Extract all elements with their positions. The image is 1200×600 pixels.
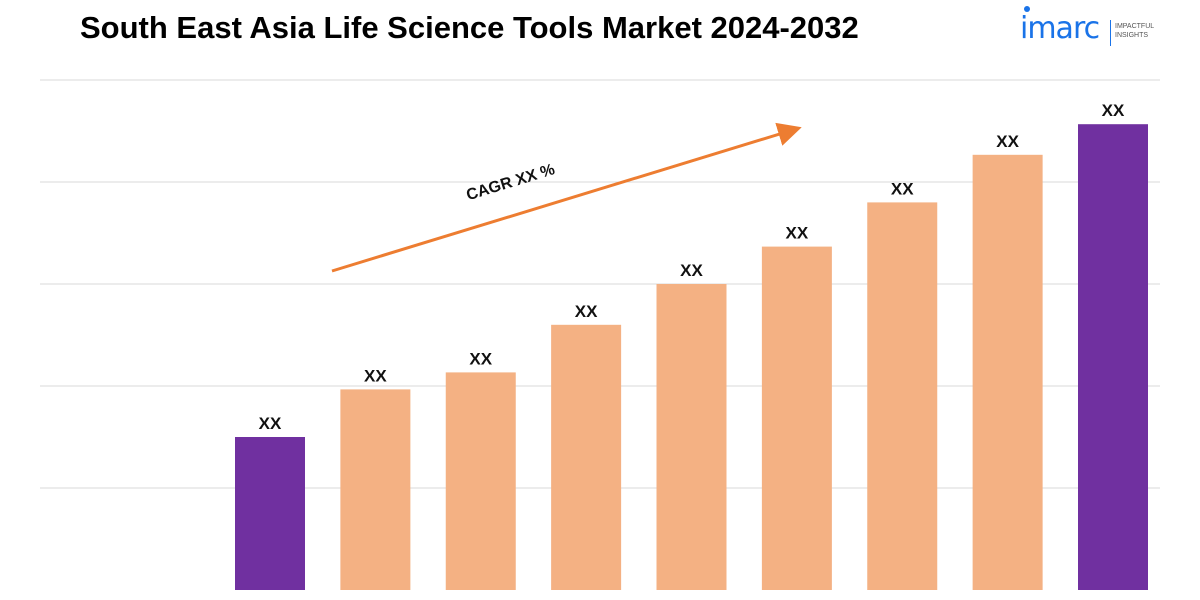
data-label: XX xyxy=(1102,101,1125,120)
logo-tagline: IMPACTFUL INSIGHTS xyxy=(1115,23,1155,39)
data-label: XX xyxy=(996,132,1019,151)
logo-wordmark: imarc xyxy=(1020,11,1100,46)
bar xyxy=(1078,124,1148,590)
bar xyxy=(340,389,411,590)
cagr-arrow xyxy=(331,122,802,273)
data-label: XX xyxy=(364,366,387,385)
data-label: XX xyxy=(469,349,492,368)
bar xyxy=(235,437,305,590)
cagr-label: CAGR XX % xyxy=(464,161,557,204)
bar xyxy=(761,246,832,590)
bar xyxy=(972,154,1043,591)
data-label: XX xyxy=(575,302,598,321)
data-label: XX xyxy=(680,261,703,280)
chart-title: South East Asia Life Science Tools Marke… xyxy=(80,10,859,45)
logo-divider xyxy=(1110,20,1111,46)
data-label: XX xyxy=(259,414,282,433)
bar xyxy=(867,202,938,590)
bar xyxy=(656,284,727,590)
bar xyxy=(551,324,622,590)
logo-dot-icon xyxy=(1024,6,1030,12)
data-label: XX xyxy=(891,179,914,198)
imarc-logo: imarc IMPACTFUL INSIGHTS xyxy=(1020,4,1160,52)
bar xyxy=(445,372,516,590)
data-label: XX xyxy=(786,224,809,243)
